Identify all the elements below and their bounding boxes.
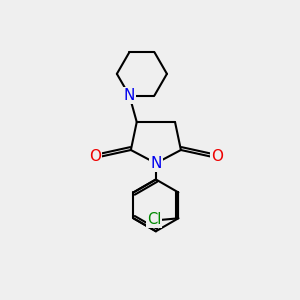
Text: N: N xyxy=(150,156,162,171)
Text: Cl: Cl xyxy=(147,212,161,227)
Text: N: N xyxy=(124,88,135,103)
Text: O: O xyxy=(211,149,223,164)
Text: O: O xyxy=(89,149,101,164)
